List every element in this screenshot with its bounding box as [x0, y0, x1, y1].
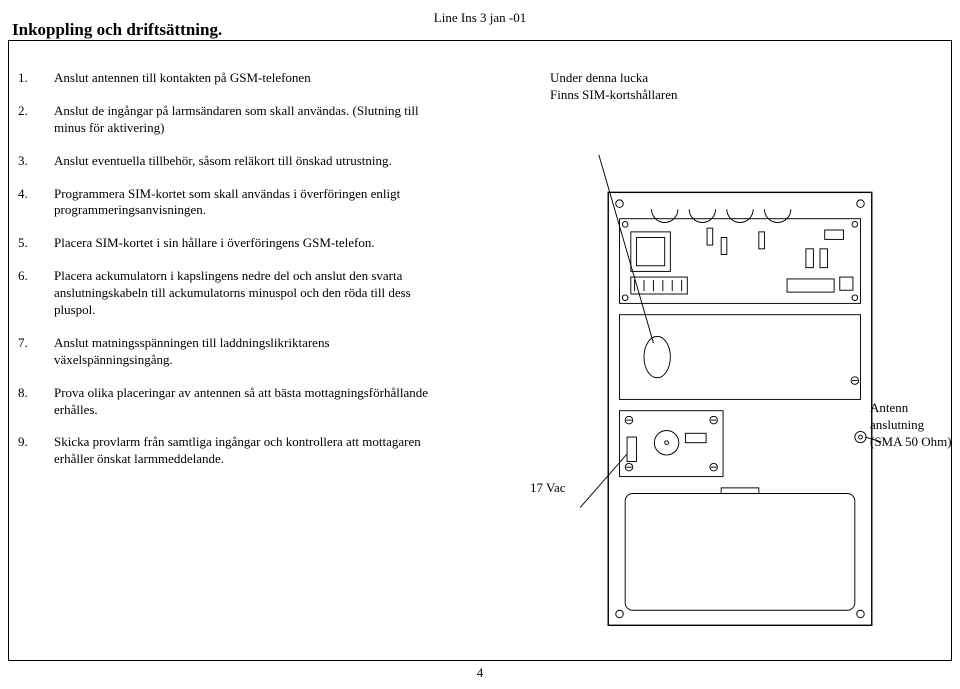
- annotation-line: Under denna lucka: [550, 70, 677, 87]
- instruction-item: 4.Programmera SIM-kortet som skall använ…: [18, 186, 448, 220]
- header-date: Line Ins 3 jan -01: [434, 10, 526, 26]
- instruction-number: 1.: [18, 70, 54, 87]
- instruction-text: Placera SIM-kortet i sin hållare i överf…: [54, 235, 448, 252]
- instruction-text: Programmera SIM-kortet som skall använda…: [54, 186, 448, 220]
- instruction-item: 8.Prova olika placeringar av antennen så…: [18, 385, 448, 419]
- annotation-line: Finns SIM-kortshållaren: [550, 87, 677, 104]
- page-number: 4: [477, 665, 484, 681]
- instruction-item: 9.Skicka provlarm från samtliga ingångar…: [18, 434, 448, 468]
- instruction-number: 6.: [18, 268, 54, 319]
- instruction-text: Skicka provlarm från samtliga ingångar o…: [54, 434, 448, 468]
- instruction-number: 2.: [18, 103, 54, 137]
- instruction-number: 7.: [18, 335, 54, 369]
- instruction-item: 2.Anslut de ingångar på larmsändaren som…: [18, 103, 448, 137]
- instruction-list: 1.Anslut antennen till kontakten på GSM-…: [18, 70, 448, 484]
- instruction-number: 5.: [18, 235, 54, 252]
- instruction-text: Anslut eventuella tillbehör, såsom reläk…: [54, 153, 448, 170]
- enclosure-diagram: [580, 140, 860, 600]
- instruction-item: 6.Placera ackumulatorn i kapslingens ned…: [18, 268, 448, 319]
- instruction-number: 8.: [18, 385, 54, 419]
- instruction-number: 4.: [18, 186, 54, 220]
- annotation-vac: 17 Vac: [530, 480, 566, 496]
- instruction-text: Prova olika placeringar av antennen så a…: [54, 385, 448, 419]
- annotation-sim-holder: Under denna lucka Finns SIM-kortshållare…: [550, 70, 677, 104]
- page-title: Inkoppling och driftsättning.: [12, 20, 222, 40]
- instruction-text: Anslut antennen till kontakten på GSM-te…: [54, 70, 448, 87]
- instruction-number: 3.: [18, 153, 54, 170]
- instruction-item: 1.Anslut antennen till kontakten på GSM-…: [18, 70, 448, 87]
- instruction-item: 5.Placera SIM-kortet i sin hållare i öve…: [18, 235, 448, 252]
- instruction-item: 3.Anslut eventuella tillbehör, såsom rel…: [18, 153, 448, 170]
- instruction-text: Placera ackumulatorn i kapslingens nedre…: [54, 268, 448, 319]
- instruction-text: Anslut de ingångar på larmsändaren som s…: [54, 103, 448, 137]
- instruction-text: Anslut matningsspänningen till laddnings…: [54, 335, 448, 369]
- instruction-item: 7.Anslut matningsspänningen till laddnin…: [18, 335, 448, 369]
- instruction-number: 9.: [18, 434, 54, 468]
